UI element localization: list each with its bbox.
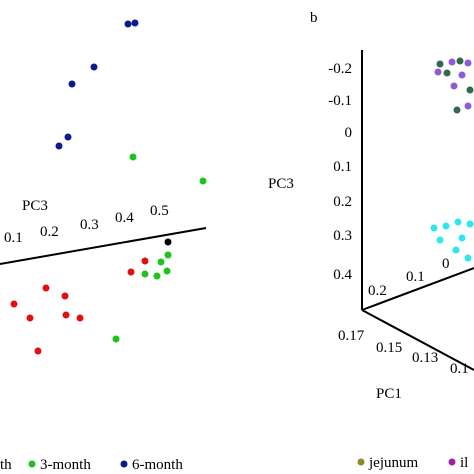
point — [124, 20, 132, 28]
legend-marker — [28, 460, 36, 468]
point — [55, 142, 63, 150]
legend-label: 3-month — [40, 457, 91, 473]
point — [64, 133, 72, 141]
panel-a: PC3 0.1 0.2 0.3 0.4 0.5 — [0, 19, 207, 473]
point — [464, 254, 472, 262]
point — [458, 71, 466, 79]
tick-label: 0.2 — [40, 224, 59, 240]
tick-label: 0.3 — [80, 217, 99, 233]
tick-label: 0.1 — [450, 361, 469, 377]
axis-label: PC3 — [22, 198, 48, 214]
point — [153, 272, 161, 280]
tick-label: 0.1 — [4, 230, 23, 246]
point — [464, 102, 472, 110]
point — [157, 258, 165, 266]
point — [141, 270, 149, 278]
points-top-cluster — [434, 57, 474, 114]
point — [42, 284, 50, 292]
point — [434, 68, 442, 76]
tick-label: 0.5 — [150, 203, 169, 219]
point — [442, 222, 450, 230]
axis-label: PC3 — [268, 176, 294, 192]
legend-marker — [448, 458, 456, 466]
point — [443, 69, 451, 77]
point — [62, 311, 70, 319]
legend-label: 6-month — [132, 457, 183, 473]
point — [448, 58, 456, 66]
tick-label: 0.1 — [333, 159, 352, 175]
point — [127, 268, 135, 276]
point — [141, 257, 149, 265]
legend-label: jejunum — [368, 455, 418, 471]
point — [163, 267, 171, 275]
point — [90, 63, 98, 71]
tick-label: 0.2 — [368, 283, 387, 299]
points-cyan-cluster — [430, 218, 474, 262]
legend-label: il — [460, 455, 468, 471]
tick-label: 0.2 — [333, 194, 352, 210]
legend-label: th — [0, 457, 12, 473]
point — [68, 80, 76, 88]
tick-label: 0.13 — [412, 350, 438, 366]
axis-line — [0, 227, 207, 265]
tick-label: 0.3 — [333, 228, 352, 244]
point — [450, 82, 458, 90]
point — [436, 236, 444, 244]
panel-label: b — [310, 10, 318, 26]
point — [164, 238, 172, 246]
point — [131, 19, 139, 27]
tick-label: 0 — [442, 256, 450, 272]
point — [61, 292, 69, 300]
legend-marker — [357, 458, 365, 466]
points-3-month — [112, 153, 207, 343]
point — [453, 106, 461, 114]
point — [456, 57, 464, 65]
tick-label: 0.4 — [333, 267, 352, 283]
panel-b: b PC3 -0.2 -0.1 0 0.1 0.2 0.3 0.4 0.2 0.… — [268, 10, 474, 471]
point — [26, 314, 34, 322]
tick-label: 0 — [345, 125, 353, 141]
point — [164, 251, 172, 259]
point — [464, 59, 472, 67]
tick-label: 0.1 — [406, 269, 425, 285]
point — [199, 177, 207, 185]
axis-label: PC1 — [376, 386, 402, 402]
axis-line — [361, 309, 474, 371]
point — [34, 347, 42, 355]
point — [129, 153, 137, 161]
point — [76, 314, 84, 322]
tick-label: -0.1 — [328, 93, 352, 109]
points-red — [10, 257, 149, 355]
point — [430, 224, 438, 232]
point — [112, 335, 120, 343]
point — [454, 218, 462, 226]
point — [10, 300, 18, 308]
point — [452, 246, 460, 254]
tick-label: 0.15 — [376, 340, 402, 356]
tick-label: 0.4 — [115, 210, 134, 226]
point — [466, 86, 474, 94]
tick-label: 0.17 — [338, 328, 365, 344]
point — [466, 220, 474, 228]
legend-marker — [120, 460, 128, 468]
point — [436, 60, 444, 68]
axis-line — [361, 267, 474, 311]
points-6-month — [55, 19, 139, 150]
tick-label: -0.2 — [328, 61, 352, 77]
point — [458, 234, 466, 242]
